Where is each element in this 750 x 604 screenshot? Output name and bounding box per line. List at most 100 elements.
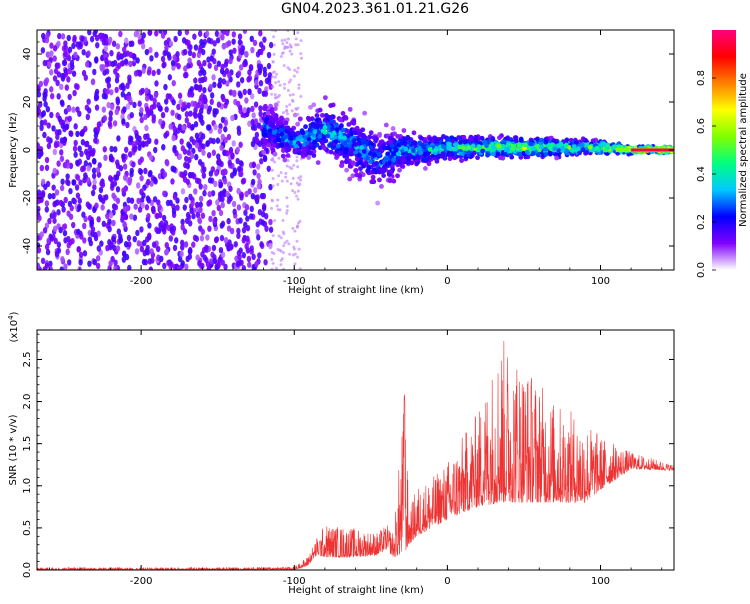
band-point: [272, 151, 278, 157]
noise-point: [207, 225, 212, 232]
noise-point: [144, 204, 150, 211]
noise-point: [126, 95, 131, 102]
band-point: [399, 140, 405, 146]
band-point: [278, 127, 284, 133]
noise-point: [167, 74, 173, 81]
noise-point: [133, 30, 139, 38]
snr-y-tick-label: 2.0: [22, 394, 33, 410]
noise-point: [135, 57, 140, 64]
band-point: [329, 118, 335, 124]
noise-point: [78, 251, 84, 259]
noise-point: [148, 154, 154, 161]
band-point: [261, 150, 267, 155]
band-point: [340, 111, 346, 116]
noise-point: [194, 132, 200, 140]
noise-point: [268, 41, 274, 49]
band-point: [345, 128, 351, 134]
noise-point: [108, 110, 114, 117]
noise-point: [113, 146, 118, 153]
noise-point: [60, 33, 66, 40]
noise-point: [248, 63, 254, 71]
noise-point: [97, 32, 103, 40]
noise-point: [89, 149, 94, 157]
noise-point: [281, 251, 285, 255]
band-point: [539, 137, 544, 143]
noise-point: [38, 101, 43, 108]
noise-point: [137, 144, 142, 151]
noise-point: [273, 219, 277, 223]
noise-point: [193, 112, 198, 119]
noise-point: [276, 198, 280, 202]
noise-point: [122, 106, 127, 113]
band-point: [509, 154, 515, 160]
noise-point: [87, 30, 92, 36]
band-point: [300, 130, 306, 136]
band-point: [480, 148, 486, 154]
noise-point: [226, 40, 232, 47]
noise-point: [159, 255, 164, 263]
noise-point: [66, 34, 71, 42]
noise-point: [172, 54, 177, 61]
band-point: [384, 161, 390, 167]
noise-point: [198, 77, 203, 84]
noise-point: [219, 144, 224, 151]
band-point: [285, 147, 291, 153]
band-point: [564, 137, 570, 143]
band-point: [465, 145, 471, 151]
noise-point: [37, 234, 40, 242]
noise-point: [93, 231, 98, 239]
noise-point: [82, 237, 87, 244]
noise-point: [244, 50, 249, 58]
band-point: [325, 133, 331, 139]
snr-x-tick-label: 100: [591, 576, 610, 587]
band-point: [377, 177, 382, 183]
band-point: [445, 136, 451, 142]
band-point: [423, 165, 428, 171]
noise-point: [296, 43, 300, 47]
band-point: [385, 151, 391, 157]
noise-point: [86, 50, 91, 57]
band-point: [543, 152, 549, 157]
noise-point: [193, 188, 198, 195]
noise-point: [128, 60, 133, 68]
noise-point: [132, 146, 138, 153]
noise-point: [187, 171, 193, 179]
noise-point: [219, 234, 225, 242]
noise-point: [87, 144, 93, 152]
noise-point: [266, 51, 272, 59]
noise-point: [172, 125, 177, 133]
noise-point: [193, 83, 199, 91]
band-point: [283, 120, 289, 126]
noise-point: [236, 81, 241, 88]
noise-point: [92, 258, 98, 266]
band-point: [490, 144, 496, 150]
noise-point: [282, 267, 286, 270]
noise-point: [56, 160, 61, 167]
noise-point: [176, 265, 182, 270]
noise-point: [194, 153, 199, 161]
band-point: [316, 130, 322, 136]
noise-point: [184, 117, 190, 124]
noise-point: [73, 123, 78, 130]
noise-point: [293, 191, 297, 195]
noise-point: [202, 59, 207, 67]
noise-point: [232, 167, 238, 174]
noise-point: [81, 211, 86, 218]
noise-point: [242, 30, 248, 34]
band-point: [288, 135, 294, 141]
noise-point: [259, 241, 264, 248]
noise-point: [191, 212, 196, 220]
noise-point: [123, 240, 129, 248]
noise-point: [237, 39, 243, 46]
spectrogram-y-tick-label: -20: [22, 190, 33, 206]
noise-point: [200, 251, 205, 258]
band-point: [328, 103, 334, 108]
noise-point: [221, 78, 227, 85]
noise-point: [221, 169, 226, 176]
noise-point: [253, 187, 258, 194]
noise-point: [222, 30, 227, 36]
spectrogram-y-tick-label: 20: [22, 96, 33, 109]
noise-point: [184, 71, 189, 79]
noise-point: [193, 77, 198, 84]
